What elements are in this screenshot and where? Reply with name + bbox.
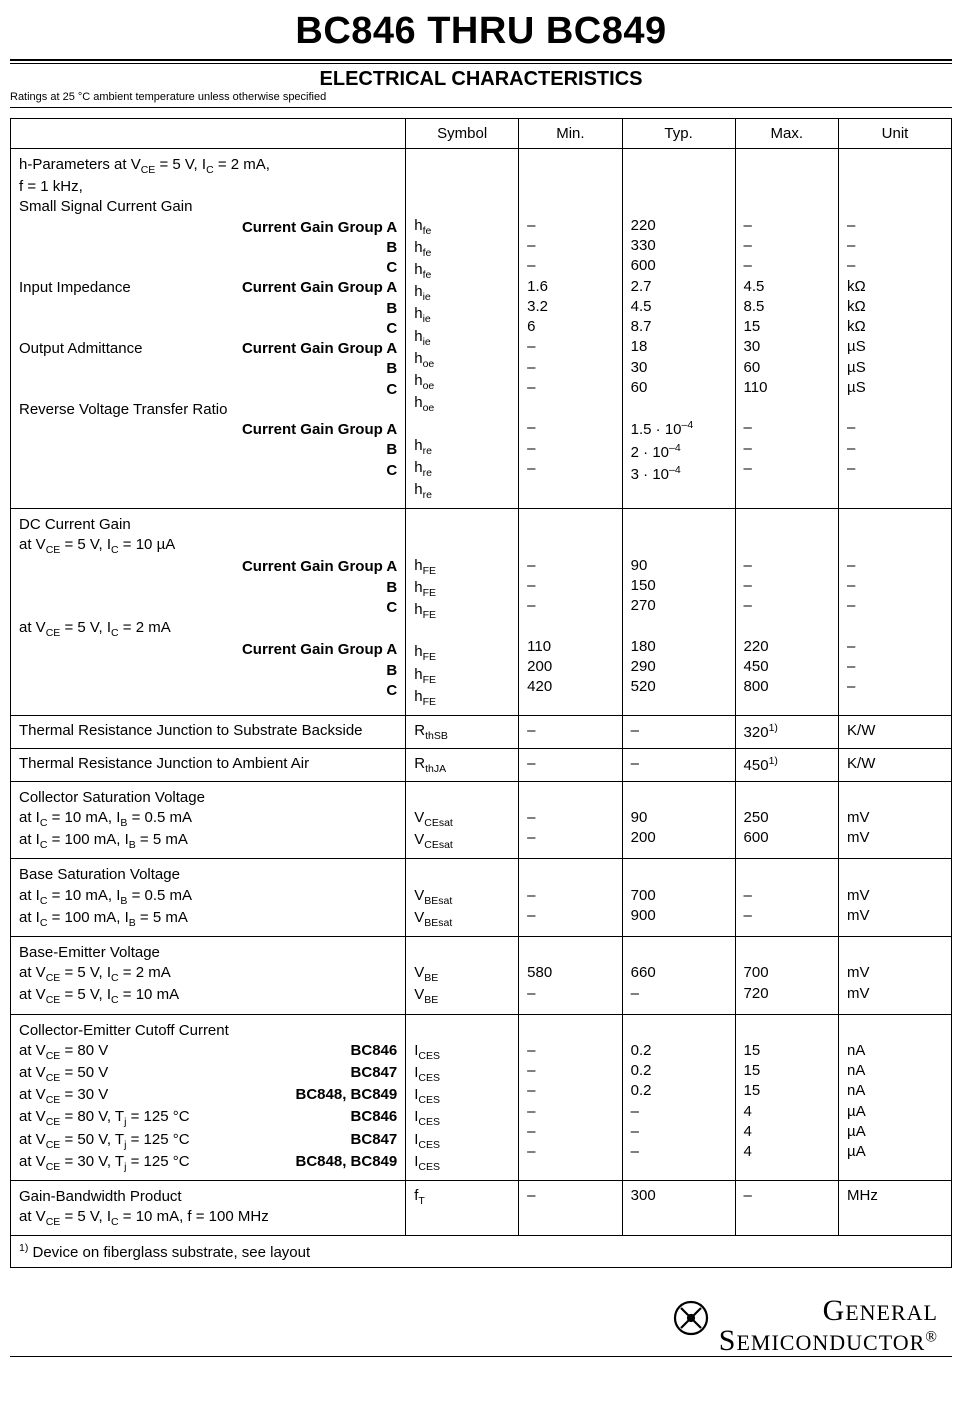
row-ices: Collector-Emitter Cutoff Current at VCE … xyxy=(11,1014,952,1180)
hparam-desc: h-Parameters at VCE = 5 V, IC = 2 mA, f … xyxy=(11,149,406,509)
header-max: Max. xyxy=(735,119,839,149)
hparam-min: – – – 1.6 3.2 6 – – – – – – xyxy=(519,149,623,509)
subtitle-area: ELECTRICAL CHARACTERISTICS Ratings at 25… xyxy=(10,63,952,108)
hparam-scg-C: C xyxy=(19,258,397,278)
hparam-intro: h-Parameters at VCE = 5 V, IC = 2 mA, xyxy=(19,155,397,177)
row-h-parameters: h-Parameters at VCE = 5 V, IC = 2 mA, f … xyxy=(11,149,952,509)
header-blank xyxy=(11,119,406,149)
page-title: BC846 THRU BC849 xyxy=(10,10,952,61)
logo-area: GENERAL SEMICONDUCTOR® xyxy=(10,1282,952,1357)
table-header-row: Symbol Min. Typ. Max. Unit xyxy=(11,119,952,149)
header-unit: Unit xyxy=(839,119,952,149)
header-typ: Typ. xyxy=(622,119,735,149)
row-rthsb: Thermal Resistance Junction to Substrate… xyxy=(11,715,952,748)
row-vcesat: Collector Saturation Voltage at IC = 10 … xyxy=(11,781,952,859)
header-min: Min. xyxy=(519,119,623,149)
hparam-outadm: Output Admittance Current Gain Group A xyxy=(19,339,397,359)
brand-logo: GENERAL SEMICONDUCTOR® xyxy=(669,1296,938,1356)
row-vbesat: Base Saturation Voltage at IC = 10 mA, I… xyxy=(11,859,952,937)
hparam-f: f = 1 kHz, xyxy=(19,177,397,197)
hparam-scg-B: B xyxy=(19,238,397,258)
hparam-inputimp: Input Impedance Current Gain Group A xyxy=(19,278,397,298)
hparam-max: – – – 4.5 8.5 15 30 60 110 – – – xyxy=(735,149,839,509)
row-footnote: 1) Device on fiberglass substrate, see l… xyxy=(11,1236,952,1268)
header-symbol: Symbol xyxy=(406,119,519,149)
hparam-rvtr: Reverse Voltage Transfer Ratio xyxy=(19,400,397,420)
section-subtitle: ELECTRICAL CHARACTERISTICS xyxy=(10,63,952,91)
electrical-characteristics-table: Symbol Min. Typ. Max. Unit h-Parameters … xyxy=(10,118,952,1268)
ratings-note: Ratings at 25 °C ambient temperature unl… xyxy=(10,91,952,103)
row-ft: Gain-Bandwidth Product at VCE = 5 V, IC … xyxy=(11,1180,952,1235)
hparam-scg-A: Current Gain Group A xyxy=(19,218,397,238)
hparam-unit: – – – kΩ kΩ kΩ µS µS µS – – – xyxy=(839,149,952,509)
row-dc-gain: DC Current Gain at VCE = 5 V, IC = 10 µA… xyxy=(11,509,952,716)
hparam-small: Small Signal Current Gain xyxy=(19,197,397,217)
logo-icon xyxy=(669,1296,713,1340)
footnote-cell: 1) Device on fiberglass substrate, see l… xyxy=(11,1236,952,1268)
page: BC846 THRU BC849 ELECTRICAL CHARACTERIST… xyxy=(0,0,962,1377)
hparam-symbols: hfe hfe hfe hie hie hie hoe hoe hoe hre … xyxy=(406,149,519,509)
logo-text: GENERAL SEMICONDUCTOR® xyxy=(719,1296,938,1356)
hparam-typ: 220 330 600 2.7 4.5 8.7 18 30 60 1.5 · 1… xyxy=(622,149,735,509)
row-vbe: Base-Emitter Voltage at VCE = 5 V, IC = … xyxy=(11,937,952,1015)
dcgain-desc: DC Current Gain at VCE = 5 V, IC = 10 µA… xyxy=(11,509,406,716)
row-rthja: Thermal Resistance Junction to Ambient A… xyxy=(11,748,952,781)
